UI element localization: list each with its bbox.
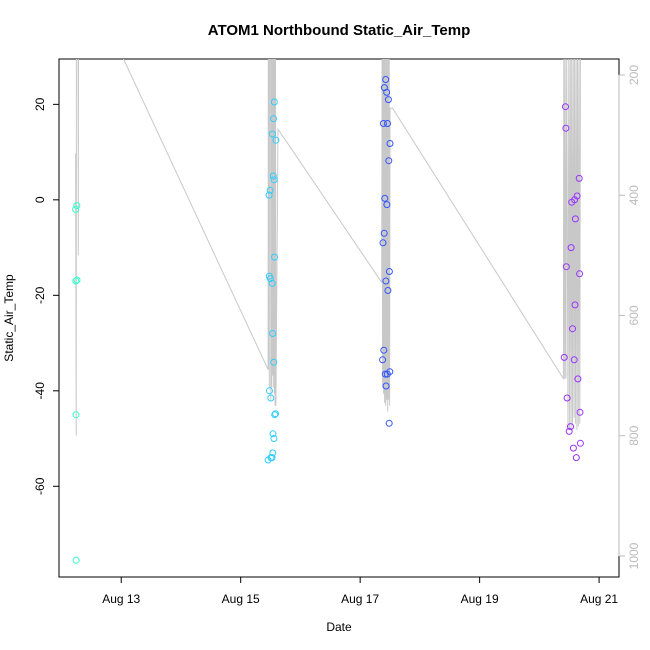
data-point [382, 382, 390, 390]
data-point [385, 268, 393, 275]
y2-tick-label: 800 [627, 425, 641, 445]
x-tick-label: Aug 15 [222, 592, 260, 606]
data-point [385, 157, 393, 165]
data-point [72, 205, 80, 213]
data-point [269, 449, 277, 457]
series-flight-3 [379, 76, 394, 427]
data-point [271, 253, 278, 261]
data-point [576, 408, 584, 416]
data-point [384, 96, 392, 104]
data-point [267, 394, 275, 402]
series-flight-1 [72, 202, 81, 564]
data-point [380, 229, 388, 237]
data-point [560, 353, 568, 361]
data-point [269, 330, 277, 337]
data-point [385, 419, 393, 427]
data-point [268, 454, 276, 462]
data-point [73, 202, 81, 210]
data-point [270, 115, 277, 123]
data-point [270, 176, 278, 184]
y-tick-label: 20 [33, 97, 47, 111]
data-point [269, 172, 277, 180]
data-point [383, 88, 391, 96]
data-point [574, 375, 582, 383]
x-axis-label: Date [326, 620, 352, 634]
data-point [270, 98, 278, 106]
data-point [270, 358, 278, 366]
data-point [386, 140, 394, 147]
data-point [265, 191, 273, 199]
data-point [382, 76, 390, 83]
data-point [383, 201, 391, 209]
plot-area [58, 58, 620, 578]
data-point [567, 244, 575, 252]
y-tick-label: -60 [33, 477, 47, 495]
data-point [569, 444, 577, 452]
data-point [272, 136, 280, 144]
data-point [380, 346, 388, 354]
data-point [384, 120, 391, 127]
data-point [576, 439, 584, 447]
data-point [379, 239, 387, 247]
y-tick-label: -20 [33, 286, 47, 304]
y2-tick-label: 200 [627, 65, 641, 85]
data-point [379, 120, 387, 127]
data-point [382, 277, 390, 285]
x-tick-label: Aug 19 [461, 592, 499, 606]
y2-tick-label: 400 [627, 185, 641, 205]
y2-tick-label: 600 [627, 305, 641, 325]
data-point [569, 325, 576, 333]
data-point [575, 174, 583, 182]
data-point [268, 279, 276, 287]
x-tick-label: Aug 17 [341, 592, 379, 606]
data-point [272, 410, 279, 418]
chart-title: ATOM1 Northbound Static_Air_Temp [208, 22, 471, 39]
y2-tick-label: 1000 [627, 542, 641, 569]
data-point [270, 435, 278, 442]
data-point [72, 277, 80, 285]
data-point [565, 427, 573, 435]
data-point [562, 263, 570, 271]
data-point [266, 186, 274, 194]
data-point [379, 356, 387, 364]
series-flight-4 [560, 103, 584, 462]
y-axis-label: Static_Air_Temp [2, 274, 16, 362]
data-point [73, 276, 81, 284]
data-point [571, 301, 579, 309]
data-point [266, 275, 274, 283]
series-flight-2 [264, 98, 280, 464]
data-point [384, 287, 392, 294]
pressure-line-layer [75, 59, 581, 436]
data-point [269, 430, 277, 438]
points-layer [72, 76, 584, 564]
axes-layer: -60 -40 -20 0 20 200 400 600 800 1000 Aug 13 Aug 15… [33, 65, 641, 606]
y-tick-label: -40 [33, 382, 47, 400]
x-tick-label: Aug 21 [580, 592, 618, 606]
data-point [562, 103, 569, 111]
data-point [72, 411, 80, 419]
data-point [563, 394, 571, 402]
data-point [571, 215, 579, 223]
data-point [576, 270, 584, 278]
data-point [572, 454, 580, 462]
data-point [72, 556, 80, 564]
data-point [567, 423, 574, 431]
data-point [570, 356, 578, 364]
data-point [268, 130, 276, 138]
data-point [573, 192, 581, 200]
data-point [381, 194, 389, 202]
y-tick-label: 0 [33, 196, 47, 203]
data-point [266, 387, 273, 395]
data-point [562, 124, 570, 132]
pressure-trace-line [75, 59, 581, 436]
data-point [271, 411, 279, 419]
data-point [386, 368, 394, 376]
x-tick-label: Aug 13 [102, 592, 140, 606]
